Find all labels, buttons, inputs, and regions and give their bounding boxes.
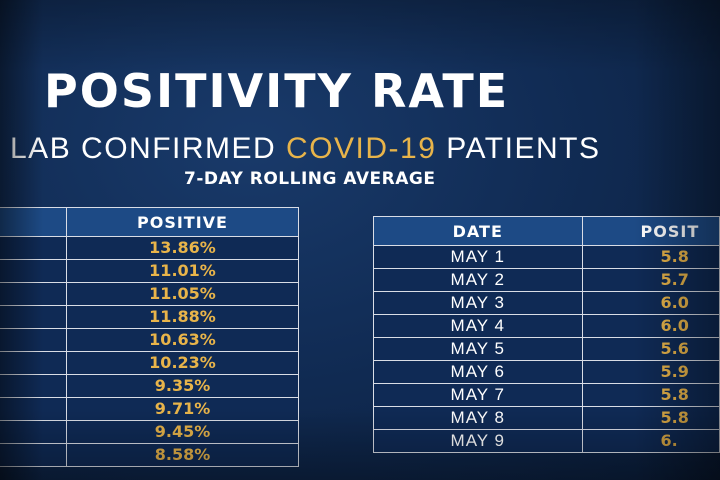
table-row: MAY 1 5.8 [373,245,720,269]
date-cell [0,443,67,467]
positive-cell: 8.58% [66,443,299,467]
date-cell: MAY 9 [373,429,583,453]
date-cell: MAY 4 [373,314,583,338]
table-row: MAY 7 5.8 [373,383,720,407]
board-subtitle: LAB CONFIRMED COVID-19 PATIENTS [10,134,600,164]
date-cell [0,259,67,283]
positive-cell: 11.05% [66,282,299,306]
positive-cell: 10.23% [66,351,299,375]
date-cell [0,420,67,444]
positive-header: POSITIVE [66,207,299,237]
date-cell [0,236,67,260]
positive-cell: 9.71% [66,397,299,421]
positive-cell: 5.7 [581,268,720,292]
table-row: MAY 8 5.8 [373,406,720,430]
date-cell: MAY 1 [373,245,583,269]
date-cell [0,328,67,352]
board-title: POSITIVITY RATE [44,64,510,118]
positive-cell: 11.01% [66,259,299,283]
date-cell: MAY 5 [373,337,583,361]
table-row: 10.23% [0,351,299,375]
table-row: 11.88% [0,305,299,329]
date-cell: MAY 8 [373,406,583,430]
table-header-row: POSITIVE [0,207,299,237]
date-header: DATE [373,216,583,246]
date-cell: MAY 3 [373,291,583,315]
positive-cell: 9.45% [66,420,299,444]
table-row: MAY 9 6. [373,429,720,453]
table-row: MAY 2 5.7 [373,268,720,292]
board-caption: 7-DAY ROLLING AVERAGE [184,169,436,189]
positive-cell: 10.63% [66,328,299,352]
positive-cell: 11.88% [66,305,299,329]
positive-header: POSIT [581,216,720,246]
table-row: 9.35% [0,374,299,398]
date-cell [0,397,67,421]
date-cell: MAY 2 [373,268,583,292]
subtitle-highlight: COVID-19 [286,132,437,165]
positive-cell: 9.35% [66,374,299,398]
positive-cell: 6.0 [581,291,720,315]
positive-cell: 5.8 [581,406,720,430]
positive-cell: 5.9 [581,360,720,384]
date-cell: MAY 7 [373,383,583,407]
date-header-cell [0,207,67,237]
table-row: MAY 5 5.6 [373,337,720,361]
positive-cell: 6. [581,429,720,453]
table-row: 10.63% [0,328,299,352]
table-row: 8.58% [0,443,299,467]
table-row: MAY 4 6.0 [373,314,720,338]
right-positivity-table: DATE POSIT MAY 1 5.8 MAY 2 5.7 MAY 3 6.0 MA… [373,216,720,453]
subtitle-before: LAB CONFIRMED [10,132,287,165]
table-row: 11.01% [0,259,299,283]
table-row: MAY 3 6.0 [373,291,720,315]
positive-cell: 6.0 [581,314,720,338]
positive-cell: 13.86% [66,236,299,260]
table-row: 9.45% [0,420,299,444]
table-row: 13.86% [0,236,299,260]
table-row: 9.71% [0,397,299,421]
table-header-row: DATE POSIT [373,216,720,246]
positive-cell: 5.6 [581,337,720,361]
table-row: 11.05% [0,282,299,306]
date-cell [0,305,67,329]
date-cell [0,351,67,375]
date-cell [0,282,67,306]
positive-cell: 5.8 [581,245,720,269]
table-row: MAY 6 5.9 [373,360,720,384]
positive-cell: 5.8 [581,383,720,407]
subtitle-after: PATIENTS [436,132,601,165]
left-positivity-table: POSITIVE 13.86% 11.01% 11.05% 11.88% 10.… [0,207,299,467]
date-cell: MAY 6 [373,360,583,384]
date-cell [0,374,67,398]
